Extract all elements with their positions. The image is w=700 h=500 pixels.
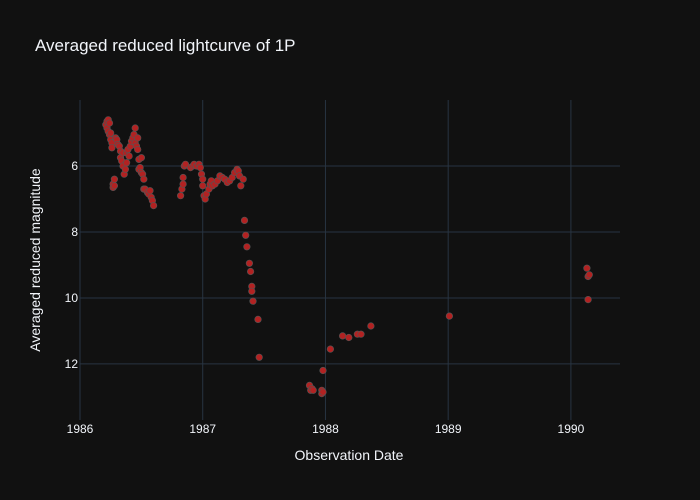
data-point <box>242 231 250 239</box>
data-point <box>237 182 245 190</box>
data-point <box>179 180 187 188</box>
data-point <box>309 386 317 394</box>
data-point <box>107 129 115 137</box>
data-point <box>110 175 118 183</box>
data-point <box>445 312 454 320</box>
data-point <box>339 332 347 340</box>
x-tick-label: 1988 <box>312 422 339 436</box>
data-point <box>249 297 257 305</box>
data-point <box>583 264 591 272</box>
data-point <box>199 175 207 183</box>
y-tick-label: 10 <box>65 291 79 305</box>
data-point <box>319 366 327 375</box>
data-point <box>122 159 131 167</box>
data-point <box>254 315 262 324</box>
data-point <box>179 173 187 182</box>
data-point <box>248 287 256 295</box>
data-point <box>121 165 129 173</box>
data-point <box>134 145 142 154</box>
x-tick-label: 1986 <box>67 422 94 436</box>
data-point <box>140 175 148 183</box>
data-point <box>239 175 247 183</box>
x-tick-label: 1990 <box>558 422 585 436</box>
data-point <box>240 216 249 224</box>
data-point <box>105 119 114 127</box>
x-axis-title: Observation Date <box>295 447 404 463</box>
data-point <box>585 271 593 279</box>
data-point <box>255 353 263 361</box>
data-point <box>247 267 255 276</box>
x-tick-label: 1989 <box>435 422 462 436</box>
data-point <box>357 330 365 338</box>
data-point <box>110 182 118 190</box>
data-point <box>326 345 335 353</box>
y-axis-title: Averaged reduced magnitude <box>27 168 43 352</box>
data-point <box>245 259 253 267</box>
data-point <box>131 124 139 132</box>
data-point <box>146 187 154 195</box>
data-point <box>181 160 190 168</box>
chart-title: Averaged reduced lightcurve of 1P <box>35 36 296 55</box>
data-point <box>125 152 133 160</box>
y-tick-label: 12 <box>65 357 79 371</box>
scatter-series <box>102 116 593 398</box>
data-point <box>137 154 145 162</box>
data-point <box>108 144 116 152</box>
data-point <box>134 134 142 142</box>
y-tick-label: 8 <box>71 225 78 239</box>
x-axis-ticks: 1986 1987 1988 1989 1990 <box>67 422 585 436</box>
data-point <box>177 192 185 200</box>
data-point <box>319 388 327 396</box>
y-tick-label: 6 <box>71 159 78 173</box>
data-point <box>367 322 375 330</box>
data-point <box>345 333 353 342</box>
y-axis-ticks: 6 8 10 12 <box>65 159 79 371</box>
gridlines <box>79 100 620 420</box>
x-tick-label: 1987 <box>189 422 216 436</box>
data-point <box>243 243 251 251</box>
data-point <box>199 182 207 190</box>
data-point <box>196 164 204 172</box>
data-point <box>150 202 158 210</box>
data-point <box>584 296 592 304</box>
